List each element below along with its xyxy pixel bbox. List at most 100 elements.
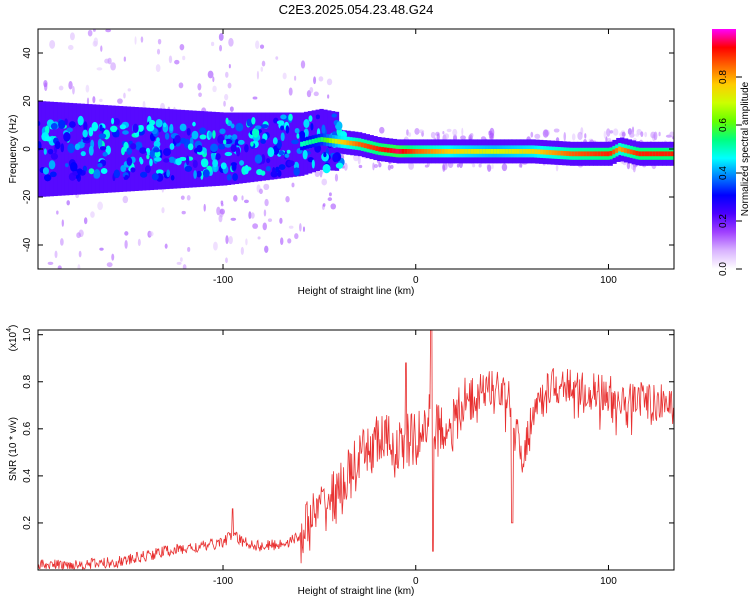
spectrogram-cell xyxy=(219,208,225,215)
spectrogram-ridge xyxy=(447,149,451,154)
spectrogram-cell xyxy=(310,122,314,131)
spectrogram-cells xyxy=(38,29,674,269)
spectrogram-ridge xyxy=(574,151,579,157)
spectrogram-cell xyxy=(120,164,127,173)
spectrogram-cell xyxy=(612,128,619,136)
spectrogram-ridge xyxy=(326,137,330,143)
spectrogram-ridge xyxy=(644,151,648,157)
spectrogram-cell xyxy=(92,40,98,47)
spectrogram-ridge xyxy=(334,138,339,144)
spectrogram-ridge xyxy=(360,142,365,148)
spectrogram-cell xyxy=(43,174,52,182)
spectrogram-cell xyxy=(60,143,65,153)
spectrogram-band xyxy=(180,109,185,189)
spectrogram-cell xyxy=(294,233,299,240)
spectrogram-band xyxy=(265,112,270,181)
spectrogram-cell xyxy=(184,165,193,172)
spectrogram-ridge xyxy=(389,148,394,153)
spectrogram-cell xyxy=(330,203,337,210)
spectrogram-ridge xyxy=(655,151,659,157)
spectrogram-cell xyxy=(178,82,184,89)
spectrogram-ridge xyxy=(516,149,521,154)
spectrogram-cell xyxy=(164,243,168,249)
spectrogram-cell xyxy=(119,124,127,130)
spectrogram-cell xyxy=(331,113,338,118)
spectrogram-cell xyxy=(621,131,626,137)
spectrogram-cell xyxy=(199,134,207,140)
spectrogram-cell xyxy=(197,83,202,91)
spectrogram-cell xyxy=(170,175,175,181)
spectrogram-cell xyxy=(288,225,294,229)
spectrogram-ridge xyxy=(366,143,370,149)
spectrogram-ridge xyxy=(479,149,483,154)
spectrogram-ridge xyxy=(357,141,362,147)
snr-x-axis-label: Height of straight line (km) xyxy=(298,586,415,597)
spectrogram-cell xyxy=(99,98,103,103)
spectrogram-cell xyxy=(629,132,635,138)
spectrogram-cell xyxy=(299,130,306,140)
spectrogram-ridge xyxy=(609,150,613,156)
spectrogram-cell xyxy=(237,139,245,145)
spectrogram-cell xyxy=(155,64,161,72)
spectrogram-cell xyxy=(284,153,290,158)
spectrogram-y-tick-label: 0 xyxy=(22,146,33,152)
spectrogram-ridge xyxy=(649,151,654,157)
spectrogram-cell xyxy=(251,117,256,125)
spectrogram-cell xyxy=(124,174,129,180)
spectrogram-cell xyxy=(287,160,295,167)
spectrogram-cell xyxy=(44,136,52,142)
snr-y-axis-label: SNR (10 * v/v) xyxy=(8,417,19,481)
spectrogram-cell xyxy=(67,44,74,51)
spectrogram-cell xyxy=(285,125,290,134)
spectrogram-cell xyxy=(85,84,90,93)
spectrogram-cell xyxy=(302,226,306,232)
spectrogram-ridge xyxy=(496,149,500,154)
spectrogram-ridge xyxy=(531,149,535,154)
spectrogram-band xyxy=(57,102,62,196)
spectrogram-cell xyxy=(54,250,58,259)
spectrogram-cell xyxy=(280,114,287,120)
spectrogram-cell xyxy=(230,123,235,129)
spectrogram-cell xyxy=(140,171,148,178)
spectrogram-x-tick-label: 100 xyxy=(600,275,617,286)
spectrogram-y-tick-label: -40 xyxy=(22,237,33,252)
spectrogram-cell xyxy=(313,91,319,97)
spectrogram-cell xyxy=(227,82,232,89)
spectrogram-cell xyxy=(156,48,161,55)
spectrogram-y-axis-label: Frequency (Hz) xyxy=(8,115,19,184)
spectrogram-cell xyxy=(130,167,136,173)
spectrogram-cell xyxy=(179,257,183,262)
spectrogram-cell xyxy=(179,123,187,132)
spectrogram-ridge xyxy=(600,151,605,157)
spectrogram-cell xyxy=(287,238,292,244)
spectrogram-ridge xyxy=(340,139,344,145)
spectrogram-cell xyxy=(322,203,326,207)
spectrogram-cell xyxy=(174,135,181,144)
spectrogram-cell xyxy=(285,196,290,203)
spectrogram-cell xyxy=(88,127,94,137)
snr-y-tick-label: 0.6 xyxy=(22,421,33,435)
spectrogram-cell xyxy=(293,167,300,176)
spectrogram-ridge xyxy=(433,149,437,154)
spectrogram-cell xyxy=(390,164,394,169)
spectrogram-cell xyxy=(127,88,131,92)
spectrogram-cell xyxy=(149,158,153,167)
spectrogram-cell xyxy=(70,161,78,172)
spectrogram-ridge xyxy=(407,149,411,154)
spectrogram-ridge xyxy=(563,150,567,156)
spectrogram-cell xyxy=(88,145,94,156)
spectrogram-cell xyxy=(137,238,141,247)
spectrogram-cell xyxy=(124,240,128,249)
spectrogram-cell xyxy=(212,130,216,139)
spectrogram-cell xyxy=(266,157,271,164)
spectrogram-cell xyxy=(111,253,115,261)
spectrogram-cell xyxy=(276,139,282,149)
spectrogram-ridge xyxy=(303,141,307,146)
spectrogram-cell xyxy=(313,76,317,85)
spectrogram-ridge xyxy=(317,137,321,143)
spectrogram-band xyxy=(280,112,286,179)
spectrogram-cell xyxy=(140,36,144,43)
spectrogram-cell xyxy=(252,223,259,229)
spectrogram-cell xyxy=(211,151,216,161)
spectrogram-cell xyxy=(87,29,93,37)
